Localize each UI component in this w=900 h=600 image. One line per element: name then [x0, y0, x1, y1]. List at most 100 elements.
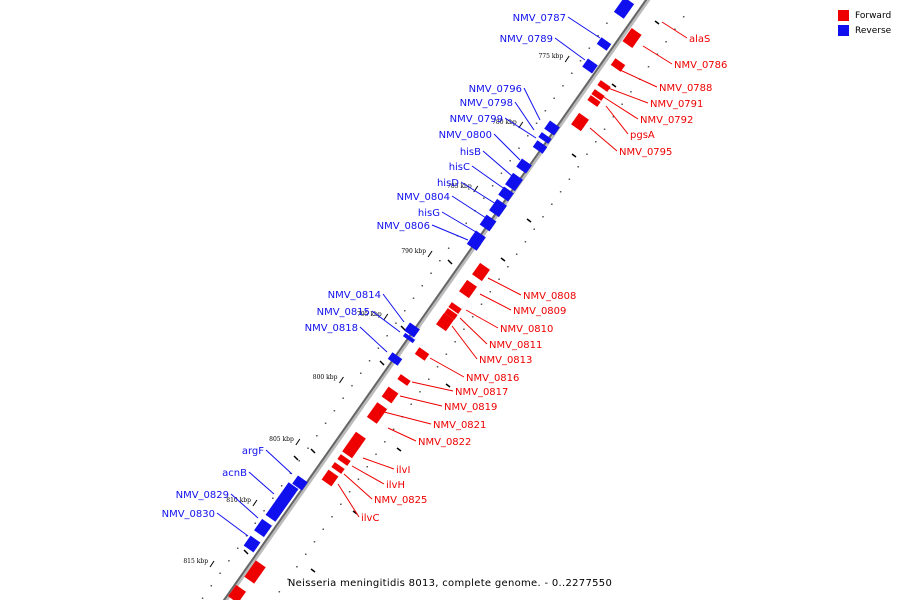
- gene-label-reverse[interactable]: hisB: [460, 147, 513, 177]
- gene-label-forward[interactable]: NMV_0809: [479, 293, 566, 317]
- gene-label-forward[interactable]: NMV_0791: [607, 87, 703, 110]
- feature-marker: [611, 83, 617, 88]
- gene-label-reverse[interactable]: NMV_0804: [397, 192, 487, 219]
- feature-marker: [654, 20, 660, 25]
- gene-reverse: [292, 475, 310, 491]
- leader-line: [601, 95, 639, 120]
- gene-label-forward[interactable]: NMV_0792: [601, 95, 693, 126]
- gene-label-forward[interactable]: NMV_0822: [387, 427, 471, 448]
- gene-label-reverse[interactable]: NMV_0800: [439, 130, 521, 161]
- gene-label-reverse[interactable]: NMV_0830: [162, 509, 249, 537]
- gene-name: hisC: [449, 162, 470, 173]
- gene-label-reverse[interactable]: NMV_0798: [460, 98, 535, 131]
- minor-tick: [489, 291, 492, 293]
- gene-label-forward[interactable]: NMV_0821: [383, 411, 486, 431]
- tick-label: 795 kbp: [357, 311, 382, 318]
- gene-name: NMV_0819: [444, 402, 497, 413]
- minor-tick: [480, 303, 483, 305]
- minor-tick: [500, 172, 503, 174]
- gene-label-forward[interactable]: NMV_0816: [429, 357, 519, 384]
- minor-tick: [331, 516, 333, 518]
- gene-label-reverse[interactable]: NMV_0829: [176, 490, 259, 519]
- minor-tick: [595, 141, 597, 143]
- leader-line: [504, 117, 537, 139]
- leader-line: [607, 87, 649, 104]
- gene-label-forward[interactable]: pgsA: [605, 105, 655, 141]
- minor-tick: [296, 566, 298, 568]
- minor-tick: [507, 266, 509, 268]
- gene-reverse: [596, 37, 614, 51]
- forward-swatch: [838, 10, 849, 21]
- gene-name: alaS: [689, 34, 710, 45]
- gene-reverse: [532, 140, 550, 154]
- minor-tick: [562, 85, 564, 87]
- gene-label-forward[interactable]: NMV_0795: [589, 127, 672, 158]
- leader-line: [230, 493, 259, 519]
- minor-tick: [419, 391, 421, 393]
- gene-label-reverse[interactable]: acnB: [222, 468, 275, 495]
- gene-label-forward[interactable]: alaS: [661, 21, 710, 45]
- gene-label-reverse[interactable]: hisC: [449, 162, 507, 191]
- gene-label-reverse[interactable]: hisG: [418, 208, 477, 233]
- leader-line: [383, 411, 432, 425]
- gene-label-forward[interactable]: NMV_0810: [465, 309, 553, 335]
- gene-forward: [472, 262, 492, 282]
- gene-label-reverse[interactable]: NMV_0787: [513, 13, 601, 39]
- gene-label-reverse[interactable]: NMV_0789: [500, 34, 586, 61]
- gene-label-reverse[interactable]: argF: [242, 446, 293, 475]
- gene-label-forward[interactable]: NMV_0819: [399, 395, 497, 413]
- minor-tick: [375, 453, 377, 455]
- gene-label-forward[interactable]: NMV_0817: [411, 381, 508, 398]
- gene-name: NMV_0829: [176, 490, 229, 501]
- gene-label-forward[interactable]: NMV_0811: [459, 317, 542, 351]
- gene-reverse: [387, 352, 405, 366]
- minor-tick: [289, 472, 292, 474]
- gene-name: NMV_0813: [479, 355, 532, 366]
- gene-label-forward[interactable]: ilvH: [351, 465, 405, 491]
- leader-line: [429, 357, 465, 378]
- gene-label-reverse[interactable]: NMV_0814: [328, 290, 405, 323]
- gene-label-forward[interactable]: ilvI: [362, 457, 410, 476]
- gene-label-reverse[interactable]: hisD: [437, 178, 497, 205]
- tick-mark: [383, 313, 389, 321]
- gene-name: NMV_0830: [162, 509, 215, 520]
- gene-name: NMV_0815: [317, 307, 370, 318]
- leader-line: [605, 105, 629, 135]
- minor-tick: [454, 341, 456, 343]
- leader-line: [451, 325, 478, 360]
- gene-name: ilvH: [386, 480, 405, 491]
- tick-mark: [564, 55, 570, 63]
- minor-tick: [647, 66, 650, 68]
- minor-tick: [322, 528, 325, 530]
- leader-line: [382, 293, 405, 323]
- gene-label-forward[interactable]: NMV_0813: [451, 325, 532, 366]
- gene-label-reverse[interactable]: NMV_0806: [377, 221, 469, 241]
- gene-label-reverse[interactable]: NMV_0796: [469, 84, 541, 121]
- minor-tick: [465, 222, 467, 224]
- gene-label-forward[interactable]: ilvC: [337, 483, 379, 524]
- gene-label-reverse[interactable]: NMV_0799: [450, 114, 537, 139]
- gene-label-forward[interactable]: NMV_0786: [642, 45, 727, 71]
- minor-tick: [386, 335, 388, 337]
- gene-name: NMV_0818: [305, 323, 358, 334]
- gene-label-forward[interactable]: NMV_0808: [487, 277, 576, 302]
- gene-label-reverse[interactable]: NMV_0818: [305, 323, 388, 353]
- leader-line: [589, 127, 618, 152]
- tick-mark: [252, 499, 258, 507]
- leader-line: [343, 473, 373, 500]
- legend-reverse: Reverse: [838, 23, 891, 38]
- feature-marker: [526, 218, 532, 223]
- minor-tick: [201, 597, 204, 599]
- gene-label-forward[interactable]: NMV_0825: [343, 473, 427, 506]
- gene-label-reverse[interactable]: NMV_0815: [317, 307, 401, 333]
- gene-forward: [366, 402, 390, 424]
- leader-line: [451, 195, 487, 219]
- minor-tick: [245, 535, 248, 537]
- minor-tick: [597, 35, 599, 37]
- gene-name: acnB: [222, 468, 247, 479]
- gene-forward: [397, 374, 413, 386]
- gene-forward: [228, 584, 248, 600]
- gene-name: NMV_0799: [450, 114, 503, 125]
- gene-label-forward[interactable]: NMV_0788: [619, 69, 712, 94]
- tick-label: 805 kbp: [269, 436, 294, 443]
